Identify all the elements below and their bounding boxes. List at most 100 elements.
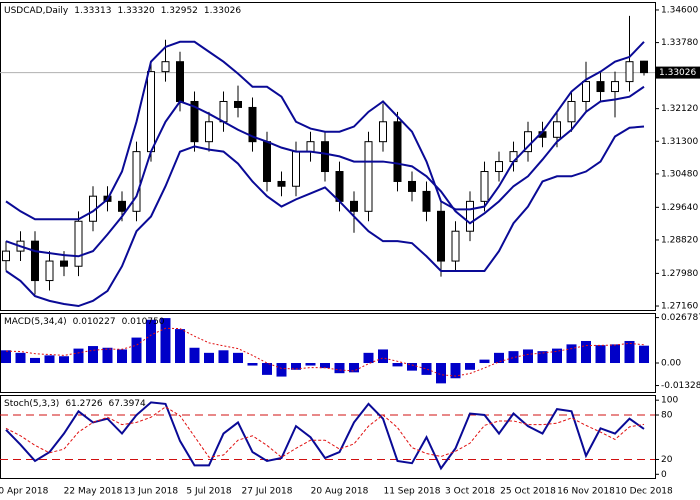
panel-header: MACD(5,34,4) 0.010227 0.010750 <box>4 317 165 327</box>
candle-body <box>234 100 242 108</box>
histogram-bar <box>175 329 185 364</box>
histogram-bar <box>1 350 11 364</box>
histogram-bar <box>131 337 142 364</box>
histogram-bar <box>30 357 40 364</box>
x-tick-label: 11 Sep 2018 <box>383 487 440 497</box>
candle-body <box>306 141 315 153</box>
histogram-bar <box>262 363 272 375</box>
candle-body <box>60 260 68 267</box>
candle-body <box>277 180 286 187</box>
candle-body <box>422 190 431 212</box>
current-price-box <box>656 66 700 79</box>
y-tick-label: 0 <box>661 470 667 480</box>
candle-body <box>567 100 576 123</box>
histogram-bar <box>146 319 156 364</box>
histogram-bar <box>407 363 417 371</box>
histogram-bar <box>624 340 635 364</box>
candle-body <box>45 260 54 282</box>
y-tick-label: 20 <box>661 455 673 465</box>
y-tick-label: 1.28820 <box>661 235 698 245</box>
candle-body <box>625 61 634 83</box>
header-title: MACD(5,34,4) <box>4 317 67 327</box>
x-tick-label: 5 Jul 2018 <box>186 487 231 497</box>
candle-body <box>161 61 170 73</box>
x-tick-label: 22 May 2018 <box>64 487 123 497</box>
histogram-bar <box>523 349 533 364</box>
price-panel <box>0 2 656 311</box>
candle-body <box>350 200 358 212</box>
histogram-bar <box>552 348 562 364</box>
header-value: 67.3974 <box>109 399 146 409</box>
histogram-bar <box>204 352 214 364</box>
candle-body <box>495 161 503 173</box>
histogram-bar <box>363 352 374 364</box>
histogram-bar <box>189 347 200 364</box>
header-value: 0.010750 <box>122 317 165 327</box>
y-tick-label: 1.27160 <box>661 302 698 312</box>
candle-body <box>205 121 213 143</box>
histogram-bar <box>581 340 591 364</box>
candle-body <box>292 151 300 187</box>
candle-body <box>582 81 590 102</box>
header-title: Stoch(5,3,3) <box>4 399 59 409</box>
histogram-bar <box>233 352 243 364</box>
header-value: 1.32952 <box>161 6 198 16</box>
candle-body <box>364 141 373 212</box>
histogram-bar <box>73 348 84 364</box>
candle-body <box>393 121 402 182</box>
candle-body <box>190 100 199 143</box>
candle-body <box>640 60 648 74</box>
x-tick-label: 20 Aug 2018 <box>311 487 369 497</box>
candle-body <box>321 141 329 173</box>
histogram-bar <box>595 345 606 364</box>
y-tick-label: 1.27980 <box>661 269 698 279</box>
y-tick-label: 1.31300 <box>661 137 698 147</box>
candle-body <box>408 180 416 192</box>
panel-header: USDCAD,Daily 1.33313 1.33320 1.32952 1.33026 <box>4 6 241 16</box>
y-tick-label: 80 <box>661 411 673 421</box>
histogram-bar <box>117 349 127 364</box>
macd-panel <box>0 313 656 393</box>
indicator-line <box>5 327 645 377</box>
header-value: 1.33320 <box>117 6 154 16</box>
histogram-bar <box>465 363 475 370</box>
candle-body <box>2 250 10 262</box>
candle-body <box>147 71 155 153</box>
histogram-bar <box>421 363 432 375</box>
y-tick-label: 1.29640 <box>661 203 698 213</box>
histogram-bar <box>102 347 113 364</box>
y-tick-label: 100 <box>661 396 678 406</box>
panel-header: Stoch(5,3,3) 61.2726 67.3974 <box>4 399 146 409</box>
header-title: USDCAD,Daily <box>4 6 69 16</box>
indicator-line <box>5 401 645 471</box>
candle-body <box>176 61 184 102</box>
y-tick-label: 0.026787 <box>661 313 700 323</box>
histogram-bar <box>610 344 620 364</box>
histogram-bar <box>349 363 359 373</box>
current-price-label: 1.33026 <box>659 68 696 78</box>
header-value: 61.2726 <box>65 399 102 409</box>
histogram-bar <box>508 351 519 364</box>
header-value: 1.33313 <box>74 6 111 16</box>
histogram-bar <box>334 363 345 374</box>
candle-body <box>480 171 489 202</box>
y-tick-label: 1.33780 <box>661 38 698 48</box>
histogram-bar <box>218 350 229 364</box>
histogram-bar <box>305 363 316 366</box>
x-tick-label: 25 Oct 2018 <box>500 487 556 497</box>
histogram-bar <box>479 359 490 364</box>
histogram-bar <box>537 351 548 364</box>
indicator-line <box>5 85 645 258</box>
y-tick-label: 0.00 <box>661 359 681 369</box>
header-value: 0.010227 <box>73 317 116 327</box>
histogram-bar <box>160 318 171 364</box>
candle-body <box>466 200 474 232</box>
histogram-bar <box>392 363 403 367</box>
candle-body <box>248 106 257 143</box>
candle-body <box>596 81 605 93</box>
histogram-bar <box>566 344 577 364</box>
y-tick-label: 1.34600 <box>661 5 698 15</box>
histogram-bar <box>320 363 330 369</box>
